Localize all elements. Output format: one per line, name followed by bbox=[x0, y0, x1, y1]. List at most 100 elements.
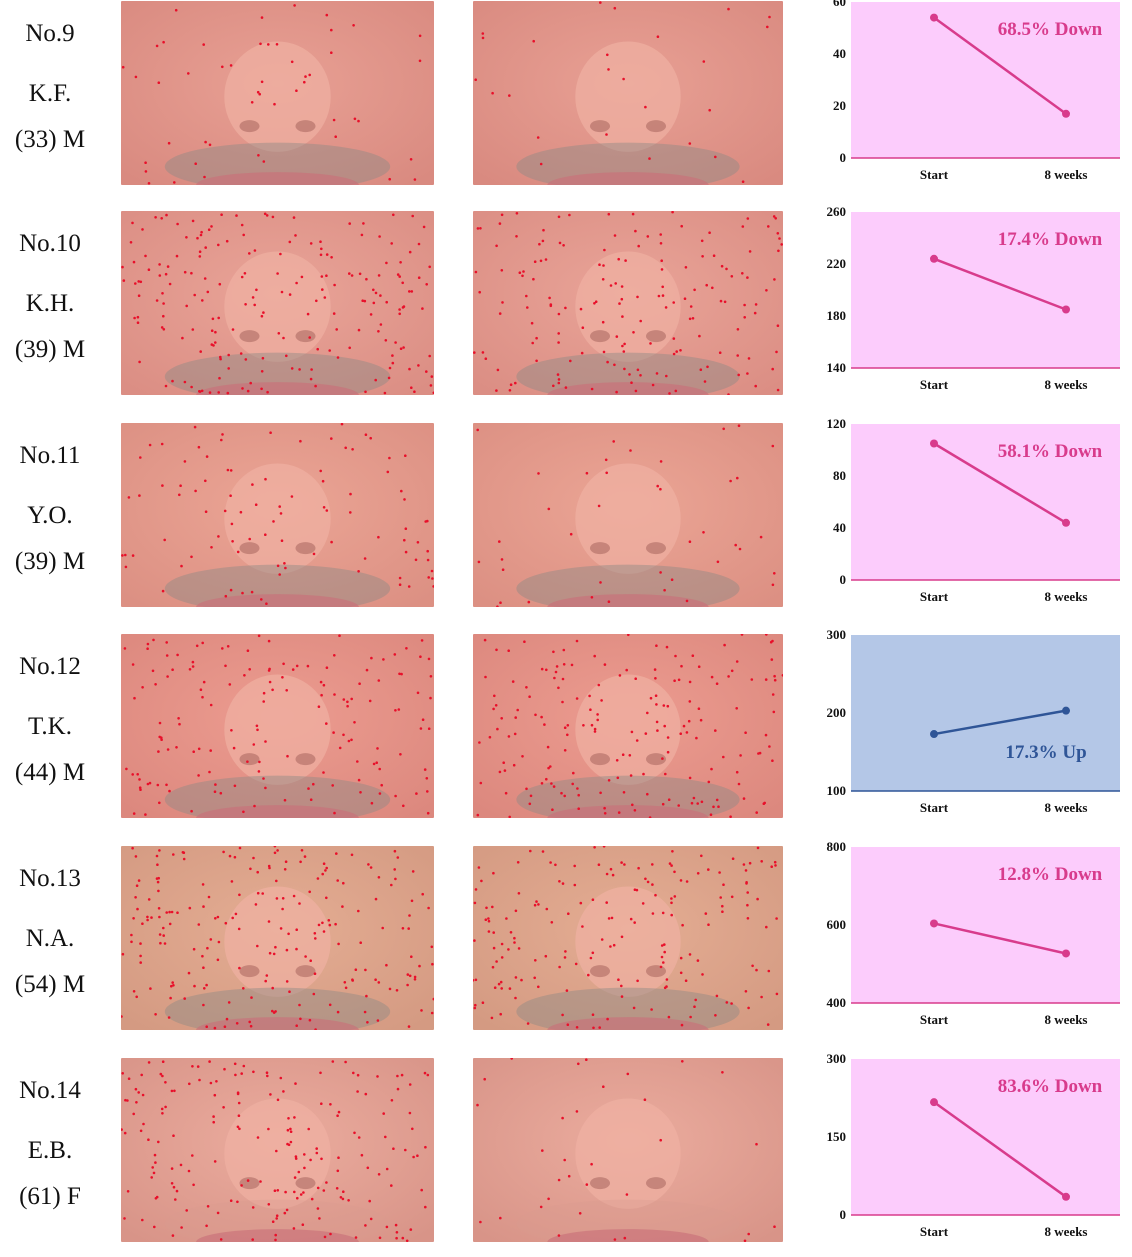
data-point bbox=[930, 254, 938, 263]
x-tick-label: Start bbox=[920, 1012, 949, 1027]
y-tick-label: 20 bbox=[833, 98, 846, 113]
face-photo-start bbox=[121, 846, 434, 1030]
subject-age-sex: (33) M bbox=[14, 126, 86, 153]
subject-number: No.9 bbox=[25, 20, 75, 47]
y-tick-label: 100 bbox=[827, 783, 847, 798]
subject-row: No.12 T.K. (44) M 100 200 300 Start 8 weeks 17.3… bbox=[0, 627, 1132, 833]
plot-area bbox=[851, 424, 1120, 580]
y-tick-label: 300 bbox=[827, 627, 847, 642]
x-tick-label: Start bbox=[920, 377, 949, 392]
data-point bbox=[1062, 949, 1070, 958]
y-tick-label: 260 bbox=[827, 204, 847, 219]
subject-age-sex: (54) M bbox=[14, 971, 86, 998]
subject-row: No.13 N.A. (54) M 400 600 800 Start 8 weeks 12.8… bbox=[0, 839, 1132, 1045]
subject-number: No.11 bbox=[19, 442, 81, 469]
data-point bbox=[1062, 706, 1070, 715]
y-tick-label: 800 bbox=[827, 839, 847, 854]
y-tick-label: 300 bbox=[827, 1051, 847, 1066]
subject-initials: Y.O. bbox=[27, 502, 73, 529]
plot-area bbox=[851, 847, 1120, 1003]
y-tick-label: 200 bbox=[827, 705, 847, 720]
y-tick-label: 120 bbox=[827, 416, 847, 431]
face-photo-8-weeks bbox=[473, 846, 783, 1030]
subject-row: No.11 Y.O. (39) M 0 40 80 120 Start 8 weeks 58.1%… bbox=[0, 416, 1132, 622]
y-tick-label: 60 bbox=[833, 0, 846, 9]
pore-count-chart: 100 200 300 Start 8 weeks 17.3% Up bbox=[827, 627, 1132, 833]
change-annotation: 83.6% Down bbox=[998, 1076, 1103, 1097]
subject-number: No.14 bbox=[19, 1077, 81, 1104]
subject-age-sex: (44) M bbox=[14, 759, 86, 786]
face-photo-start bbox=[121, 211, 434, 395]
face-photo-start bbox=[121, 634, 434, 818]
subject-initials: E.B. bbox=[27, 1137, 73, 1164]
pore-count-chart: 140 180 220 260 Start 8 weeks 17.4% Down bbox=[827, 204, 1132, 410]
plot-area bbox=[851, 1059, 1120, 1215]
subject-age-sex: (39) M bbox=[14, 336, 86, 363]
series-line bbox=[933, 257, 1067, 311]
x-tick-label: 8 weeks bbox=[1045, 800, 1088, 815]
x-tick-label: Start bbox=[920, 800, 949, 815]
data-point bbox=[1062, 518, 1070, 527]
y-tick-label: 0 bbox=[840, 572, 847, 587]
data-point bbox=[930, 13, 938, 22]
pore-count-chart: 0 20 40 60 Start 8 weeks 68.5% Down bbox=[828, 0, 1132, 200]
subject-number: No.12 bbox=[19, 653, 81, 680]
x-tick-label: Start bbox=[920, 1224, 949, 1239]
series-line bbox=[933, 1101, 1067, 1198]
series-line bbox=[933, 922, 1067, 955]
data-point bbox=[930, 919, 938, 928]
y-tick-label: 400 bbox=[827, 995, 847, 1010]
plot-area bbox=[851, 635, 1120, 791]
change-annotation: 17.4% Down bbox=[998, 229, 1103, 250]
subject-number: No.10 bbox=[19, 230, 81, 257]
subject-initials: K.H. bbox=[25, 290, 75, 317]
x-tick-label: Start bbox=[920, 589, 949, 604]
data-point bbox=[930, 1098, 938, 1107]
y-tick-label: 220 bbox=[827, 256, 847, 271]
subject-row: No.9 K.F. (33) M 0 20 40 60 Start 8 weeks 68.5% D… bbox=[0, 0, 1132, 200]
plot-area bbox=[851, 2, 1120, 158]
y-tick-label: 600 bbox=[827, 917, 847, 932]
change-annotation: 68.5% Down bbox=[998, 19, 1103, 40]
data-point bbox=[1062, 1192, 1070, 1201]
subject-age-sex: (61) F bbox=[19, 1183, 81, 1210]
y-tick-label: 140 bbox=[827, 360, 847, 375]
y-tick-label: 150 bbox=[827, 1129, 847, 1144]
face-photo-8-weeks bbox=[473, 634, 783, 818]
change-annotation: 17.3% Up bbox=[1005, 742, 1086, 763]
series-line bbox=[933, 442, 1067, 524]
subject-row: No.14 E.B. (61) F 0 150 300 Start 8 weeks 83.6% … bbox=[0, 1051, 1132, 1257]
face-photo-8-weeks bbox=[473, 423, 783, 607]
y-tick-label: 80 bbox=[833, 468, 846, 483]
subject-number: No.13 bbox=[19, 865, 81, 892]
x-tick-label: 8 weeks bbox=[1045, 1012, 1088, 1027]
series-line bbox=[933, 16, 1067, 115]
data-point bbox=[930, 439, 938, 448]
x-tick-label: 8 weeks bbox=[1045, 167, 1088, 182]
y-tick-label: 40 bbox=[833, 46, 846, 61]
data-point bbox=[930, 730, 938, 739]
face-photo-8-weeks bbox=[473, 1, 783, 185]
plot-area bbox=[851, 212, 1120, 368]
subject-initials: K.F. bbox=[28, 80, 72, 107]
subject-row: No.10 K.H. (39) M 140 180 220 260 Start 8 weeks 1… bbox=[0, 204, 1132, 410]
subject-initials: T.K. bbox=[28, 713, 72, 740]
change-annotation: 12.8% Down bbox=[998, 864, 1103, 885]
face-photo-start bbox=[121, 1058, 434, 1242]
x-tick-label: Start bbox=[920, 167, 949, 182]
subject-age-sex: (39) M bbox=[14, 548, 86, 575]
x-tick-label: 8 weeks bbox=[1045, 377, 1088, 392]
pore-count-chart: 0 40 80 120 Start 8 weeks 58.1% Down bbox=[827, 416, 1132, 622]
x-tick-label: 8 weeks bbox=[1045, 1224, 1088, 1239]
x-tick-label: 8 weeks bbox=[1045, 589, 1088, 604]
pore-count-chart: 400 600 800 Start 8 weeks 12.8% Down bbox=[827, 839, 1132, 1045]
y-tick-label: 40 bbox=[833, 520, 846, 535]
series-line bbox=[933, 709, 1067, 736]
data-point bbox=[1062, 305, 1070, 314]
subject-initials: N.A. bbox=[25, 925, 75, 952]
face-photo-start bbox=[121, 423, 434, 607]
y-tick-label: 180 bbox=[827, 308, 847, 323]
pore-count-chart: 0 150 300 Start 8 weeks 83.6% Down bbox=[827, 1051, 1132, 1257]
change-annotation: 58.1% Down bbox=[998, 441, 1103, 462]
face-photo-8-weeks bbox=[473, 211, 783, 395]
